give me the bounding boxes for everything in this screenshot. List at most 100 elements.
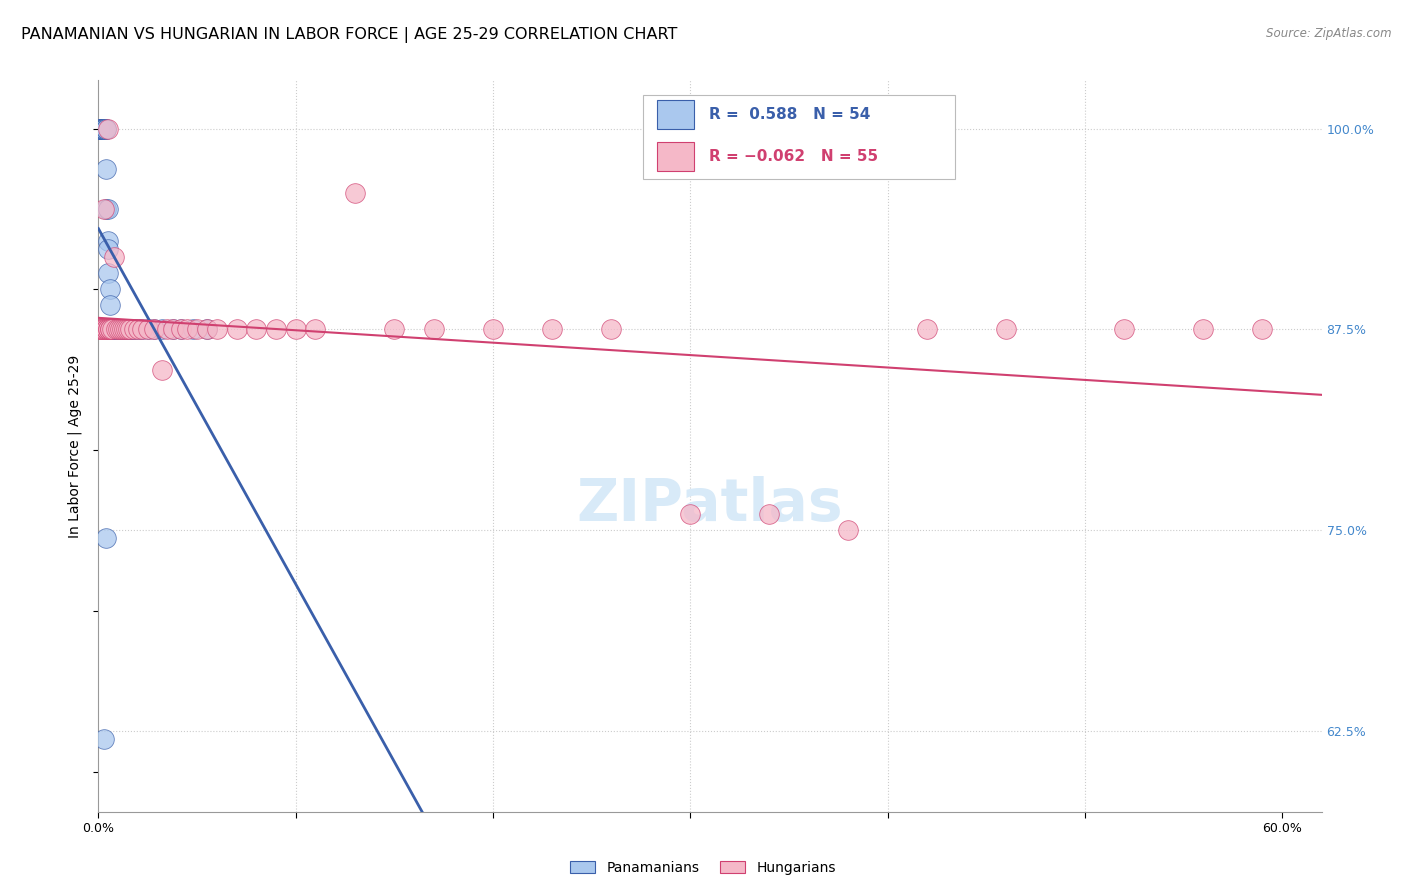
Point	[93, 121, 115, 136]
Point	[105, 322, 128, 336]
Point	[103, 322, 125, 336]
Point	[343, 186, 366, 200]
Point	[89, 121, 111, 136]
Point	[97, 322, 120, 336]
Point	[136, 322, 159, 336]
Point	[600, 322, 623, 336]
Point	[101, 322, 124, 336]
Point	[103, 250, 125, 264]
Point	[93, 121, 115, 136]
Point	[150, 362, 173, 376]
Point	[118, 322, 141, 336]
Point	[97, 234, 120, 248]
Point	[111, 322, 134, 336]
Point	[98, 322, 121, 336]
Point	[122, 322, 145, 336]
Point	[264, 322, 287, 336]
Point	[93, 202, 115, 216]
Point	[111, 322, 134, 336]
Point	[176, 322, 198, 336]
Point	[181, 322, 204, 336]
Y-axis label: In Labor Force | Age 25-29: In Labor Force | Age 25-29	[67, 354, 83, 538]
Point	[121, 322, 143, 336]
Point	[304, 322, 326, 336]
Point	[382, 322, 405, 336]
Point	[837, 524, 859, 538]
Point	[758, 508, 780, 522]
Point	[97, 266, 120, 280]
Point	[93, 121, 115, 136]
Point	[482, 322, 505, 336]
Point	[101, 322, 124, 336]
Point	[162, 322, 184, 336]
Point	[91, 322, 114, 336]
Point	[541, 322, 564, 336]
Point	[1114, 322, 1136, 336]
Point	[89, 121, 111, 136]
Text: R = −0.062   N = 55: R = −0.062 N = 55	[709, 149, 877, 164]
Point	[96, 121, 118, 136]
Point	[108, 322, 131, 336]
Point	[101, 322, 124, 336]
Point	[96, 322, 118, 336]
Point	[115, 322, 138, 336]
Point	[284, 322, 307, 336]
Point	[91, 121, 114, 136]
Point	[93, 121, 115, 136]
Point	[96, 532, 118, 546]
Point	[117, 322, 139, 336]
Point	[107, 322, 129, 336]
FancyBboxPatch shape	[658, 100, 695, 128]
Point	[915, 322, 938, 336]
Point	[89, 322, 111, 336]
Point	[97, 242, 120, 256]
Point	[131, 322, 153, 336]
Point	[105, 322, 128, 336]
Point	[91, 121, 114, 136]
Text: PANAMANIAN VS HUNGARIAN IN LABOR FORCE | AGE 25-29 CORRELATION CHART: PANAMANIAN VS HUNGARIAN IN LABOR FORCE |…	[21, 27, 678, 43]
Point	[89, 121, 111, 136]
Legend: Panamanians, Hungarians: Panamanians, Hungarians	[565, 855, 841, 880]
Point	[98, 282, 121, 296]
Point	[91, 121, 114, 136]
Text: R =  0.588   N = 54: R = 0.588 N = 54	[709, 107, 870, 122]
Point	[96, 202, 118, 216]
Point	[89, 322, 111, 336]
FancyBboxPatch shape	[643, 95, 955, 179]
Point	[118, 322, 141, 336]
Point	[107, 322, 129, 336]
Point	[93, 121, 115, 136]
Point	[170, 322, 193, 336]
Point	[127, 322, 149, 336]
Point	[93, 732, 115, 747]
Point	[186, 322, 208, 336]
Point	[1192, 322, 1215, 336]
Point	[96, 121, 118, 136]
Point	[117, 322, 139, 336]
Point	[131, 322, 153, 336]
Text: ZIPatlas: ZIPatlas	[576, 476, 844, 533]
FancyBboxPatch shape	[658, 142, 695, 170]
Point	[91, 322, 114, 336]
Point	[195, 322, 218, 336]
Point	[91, 121, 114, 136]
Point	[122, 322, 145, 336]
Point	[97, 121, 120, 136]
Point	[105, 322, 128, 336]
Point	[107, 322, 129, 336]
Point	[96, 161, 118, 176]
Point	[150, 322, 173, 336]
Point	[108, 322, 131, 336]
Point	[91, 121, 114, 136]
Point	[96, 322, 118, 336]
Point	[423, 322, 446, 336]
Point	[142, 322, 165, 336]
Point	[142, 322, 165, 336]
Text: Source: ZipAtlas.com: Source: ZipAtlas.com	[1267, 27, 1392, 40]
Point	[108, 322, 131, 336]
Point	[136, 322, 159, 336]
Point	[115, 322, 138, 336]
Point	[156, 322, 179, 336]
Point	[162, 322, 184, 336]
Point	[112, 322, 135, 336]
